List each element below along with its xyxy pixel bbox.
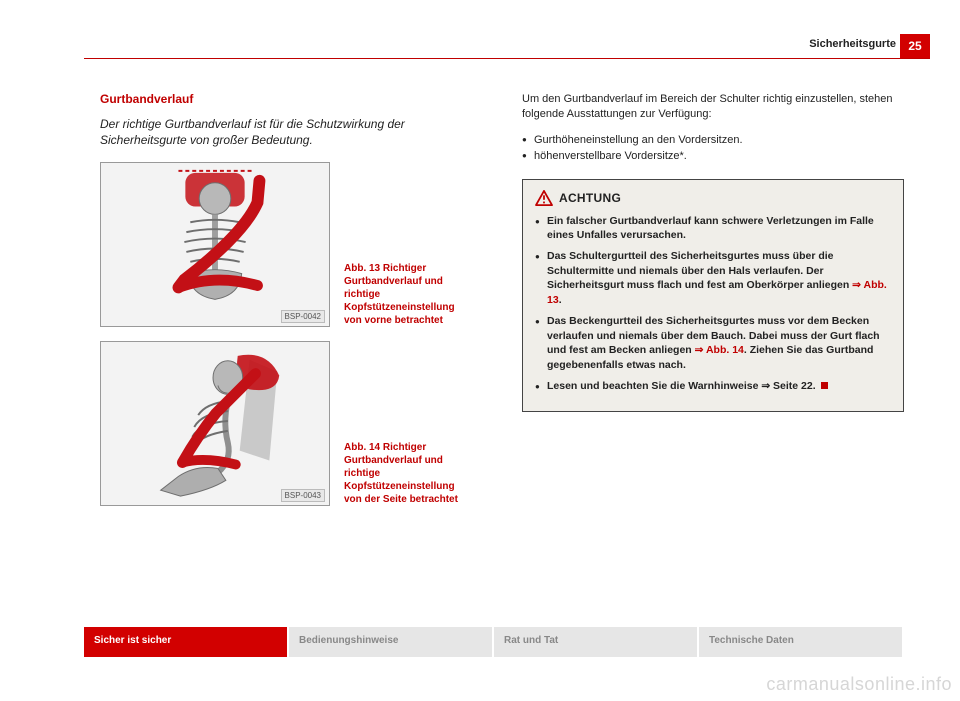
warning-item: Das Schultergurtteil des Sicherheitsgurt…: [535, 249, 891, 308]
figure-1-caption: Abb. 13 Richtiger Gurtbandverlauf und ri…: [344, 262, 474, 327]
warning-item: Lesen und beachten Sie die Warnhinweise …: [535, 379, 891, 394]
figure-2-tag: BSP-0043: [281, 489, 325, 502]
list-item: höhenverstellbare Vordersitze*.: [522, 148, 904, 165]
page-number: 25: [900, 34, 930, 58]
page-header: Sicherheitsgurte 25: [84, 34, 960, 58]
list-item: Gurthöheneinstellung an den Vordersitzen…: [522, 132, 904, 149]
footer-tabs: Sicher ist sicher Bedienungshinweise Rat…: [84, 627, 904, 657]
header-title: Sicherheitsgurte: [809, 38, 896, 50]
warning-title: ACHTUNG: [559, 191, 621, 205]
section-title: Gurtbandverlauf: [100, 92, 482, 106]
warning-box: ACHTUNG Ein falscher Gurtbandverlauf kan…: [522, 179, 904, 413]
figure-1-tag: BSP-0042: [281, 310, 325, 323]
warning-text: Das Schultergurtteil des Sicherheitsgurt…: [547, 250, 852, 291]
figure-2-caption: Abb. 14 Richtiger Gurtbandverlauf und ri…: [344, 441, 474, 506]
footer-tab-safety[interactable]: Sicher ist sicher: [84, 627, 287, 657]
watermark: carmanualsonline.info: [766, 674, 952, 695]
lead-text: Der richtige Gurtbandverlauf ist für die…: [100, 116, 482, 148]
warning-header: ACHTUNG: [535, 190, 891, 206]
figure-1: BSP-0042: [100, 162, 330, 327]
feature-list: Gurthöheneinstellung an den Vordersitzen…: [522, 132, 904, 165]
warning-text: Ein falscher Gurtbandverlauf kann schwer…: [547, 215, 874, 242]
end-marker-icon: [821, 382, 828, 389]
content-area: Gurtbandverlauf Der richtige Gurtbandver…: [100, 92, 904, 601]
footer-tab-techdata[interactable]: Technische Daten: [699, 627, 902, 657]
intro-paragraph: Um den Gurtbandverlauf im Bereich der Sc…: [522, 92, 904, 122]
warning-tail: .: [559, 294, 562, 306]
footer-tab-tips[interactable]: Rat und Tat: [494, 627, 697, 657]
footer-tab-operation[interactable]: Bedienungshinweise: [289, 627, 492, 657]
warning-item: Ein falscher Gurtbandverlauf kann schwer…: [535, 214, 891, 243]
warning-list: Ein falscher Gurtbandverlauf kann schwer…: [535, 214, 891, 394]
warning-item: Das Beckengurtteil des Sicherheitsgurtes…: [535, 314, 891, 373]
figure-2-row: BSP-0043 Abb. 14 Richtiger Gurtbandverla…: [100, 341, 482, 506]
figure-1-row: BSP-0042 Abb. 13 Richtiger Gurtbandverla…: [100, 162, 482, 327]
ref-link: ⇒ Abb. 14: [695, 344, 744, 356]
left-column: Gurtbandverlauf Der richtige Gurtbandver…: [100, 92, 482, 601]
warning-triangle-icon: [535, 190, 553, 206]
figure-2: BSP-0043: [100, 341, 330, 506]
warning-text: Lesen und beachten Sie die Warnhinweise …: [547, 380, 816, 392]
header-rule: [84, 58, 930, 59]
right-column: Um den Gurtbandverlauf im Bereich der Sc…: [522, 92, 904, 601]
